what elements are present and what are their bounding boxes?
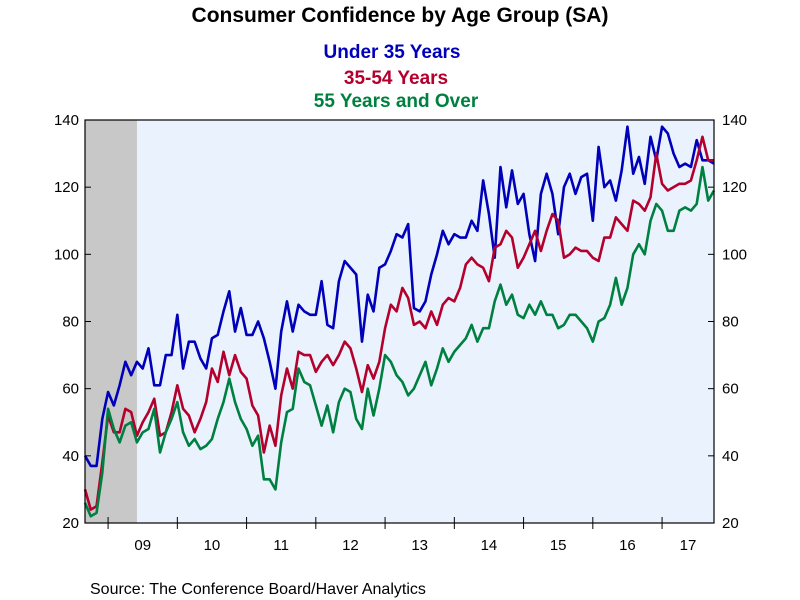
x-tick-label: 12 bbox=[342, 537, 359, 554]
series-line-2 bbox=[83, 165, 716, 518]
y-axis-left: 20 40 60 80 100 120 140 bbox=[54, 112, 91, 532]
y-tick-label-left: 40 bbox=[62, 448, 79, 465]
y-tick-label-right: 120 bbox=[722, 179, 747, 196]
x-tick-label: 11 bbox=[273, 537, 289, 554]
y-tick-label-right: 80 bbox=[722, 314, 739, 331]
y-tick-label-right: 140 bbox=[722, 112, 747, 129]
y-tick-label-right: 20 bbox=[722, 515, 739, 532]
y-tick-label-left: 100 bbox=[54, 246, 79, 263]
series-line-1 bbox=[83, 135, 714, 511]
legend: Under 35 Years 35-54 Years 55 Years and … bbox=[314, 42, 479, 112]
y-tick-label-right: 40 bbox=[722, 448, 739, 465]
x-tick-label: 16 bbox=[619, 537, 636, 554]
legend-entry-under-35: Under 35 Years bbox=[324, 42, 461, 63]
x-tick-label: 14 bbox=[481, 537, 498, 554]
series-group bbox=[83, 125, 716, 518]
legend-entry-35-54: 35-54 Years bbox=[344, 68, 448, 89]
source-note: Source: The Conference Board/Haver Analy… bbox=[90, 581, 426, 598]
y-tick-label-left: 60 bbox=[62, 381, 79, 398]
x-axis: 09 10 11 12 13 14 15 16 17 bbox=[107, 517, 697, 554]
chart-title: Consumer Confidence by Age Group (SA) bbox=[192, 4, 609, 27]
x-tick-label: 17 bbox=[680, 537, 697, 554]
y-tick-label-left: 140 bbox=[54, 112, 79, 129]
y-tick-label-left: 120 bbox=[54, 179, 79, 196]
y-axis-right: 20 40 60 80 100 120 140 bbox=[708, 112, 747, 532]
x-tick-label: 09 bbox=[134, 537, 151, 554]
plot-area bbox=[85, 120, 714, 523]
recession-shading bbox=[85, 120, 137, 523]
series-line-0 bbox=[83, 125, 715, 468]
y-tick-label-right: 100 bbox=[722, 246, 747, 263]
y-tick-label-left: 80 bbox=[62, 314, 79, 331]
y-tick-label-left: 20 bbox=[62, 515, 79, 532]
x-tick-label: 10 bbox=[204, 537, 221, 554]
y-tick-label-right: 60 bbox=[722, 381, 739, 398]
x-tick-label: 13 bbox=[411, 537, 428, 554]
x-tick-label: 15 bbox=[550, 537, 567, 554]
legend-entry-55-and-over: 55 Years and Over bbox=[314, 91, 479, 112]
